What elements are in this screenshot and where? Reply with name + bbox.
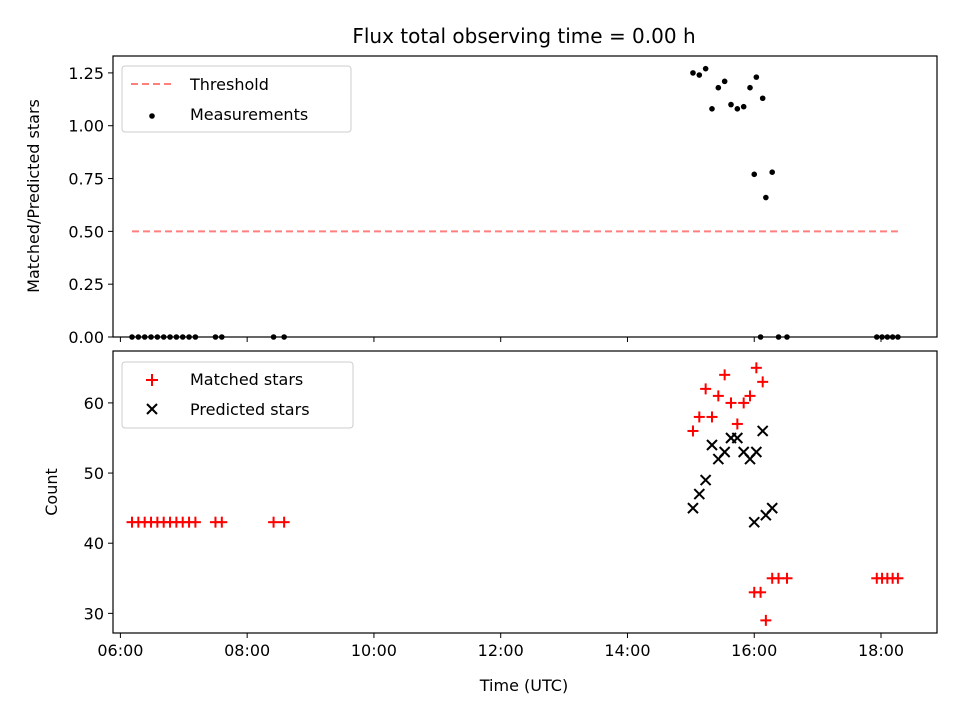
x-tick-label: 06:00 [97, 641, 143, 660]
matched-stars-marker [744, 390, 756, 402]
predicted-stars-marker [718, 446, 731, 458]
matched-stars-marker [750, 362, 762, 374]
legend-matched-label: Matched stars [190, 370, 303, 389]
matched-stars-marker [757, 376, 769, 388]
matched-stars-marker [700, 383, 712, 395]
predicted-stars-marker [766, 502, 778, 514]
y-tick-label: 40 [84, 534, 104, 553]
measurements-point [763, 194, 769, 201]
legend-predicted-label: Predicted stars [190, 400, 310, 419]
y-tick-label: 0.00 [68, 328, 104, 347]
x-tick-label: 14:00 [604, 641, 650, 660]
x-tick-label: 18:00 [858, 641, 904, 660]
legend-measurements-label: Measurements [190, 105, 308, 124]
matched-stars-marker [731, 418, 743, 430]
y-tick-label: 0.75 [68, 170, 104, 189]
matched-stars-marker [189, 516, 201, 528]
matched-stars-marker [760, 614, 772, 626]
y-tick-label: 60 [84, 394, 104, 413]
x-tick-label: 12:00 [478, 641, 524, 660]
matched-stars-marker [738, 397, 750, 409]
matched-stars-marker [706, 411, 718, 423]
measurements-point [769, 169, 775, 176]
count-axes: 06:00 08:00 10:00 12:00 14:00 16:00 18:00 30 40 5… [84, 394, 904, 660]
y-tick-label: 0.50 [68, 222, 104, 241]
measurements-point [690, 70, 696, 76]
x-tick-label: 10:00 [351, 641, 397, 660]
matched-stars-marker [687, 425, 699, 437]
predicted-stars-marker [750, 446, 763, 458]
count-panel: 06:00 08:00 10:00 12:00 14:00 16:00 18:00 30 40 5… [42, 350, 938, 695]
predicted-stars-marker [756, 425, 769, 437]
matched-stars-marker [755, 586, 767, 598]
predicted-stars-marker [706, 439, 718, 451]
measurements-point [751, 171, 758, 178]
matched-stars-marker [693, 411, 705, 423]
ratio-axes: 0.00 0.25 0.50 0.75 1.00 1.25 [68, 64, 882, 347]
measurements-point [709, 106, 715, 112]
y-tick-label: 50 [84, 464, 104, 483]
count-legend: Matched stars Predicted stars [121, 361, 354, 429]
matched-stars-marker [781, 572, 793, 584]
measurements-point [759, 95, 766, 102]
ratio-y-axis-label: Matched/Predicted stars [24, 99, 43, 293]
legend-predicted-swatch [146, 403, 158, 415]
ratio-panel: Flux total observing time = 0.00 h 0.000… [24, 24, 938, 347]
predicted-stars-marker [687, 502, 699, 514]
count-axes-frame [112, 350, 938, 634]
predicted-stars-marker [748, 516, 760, 528]
matched-stars-marker [719, 369, 731, 381]
measurements-point [728, 101, 734, 108]
x-tick-label: 08:00 [224, 641, 270, 660]
predicted-stars-marker [731, 432, 744, 444]
legend-measurements-swatch [149, 113, 155, 119]
y-tick-label: 30 [84, 604, 104, 623]
measurements-point [734, 106, 741, 112]
measurements-point [753, 74, 760, 80]
count-plot-area [126, 362, 904, 626]
count-legend-box [121, 361, 354, 429]
matched-stars-marker [892, 572, 904, 584]
ratio-legend: Threshold Measurements [121, 65, 352, 133]
legend-threshold-label: Threshold [189, 75, 269, 94]
matched-stars-marker [216, 516, 228, 528]
y-tick-label: 1.25 [68, 64, 104, 83]
chart-title: Flux total observing time = 0.00 h [352, 24, 695, 48]
matched-stars-marker [268, 516, 280, 528]
matched-stars-marker [712, 390, 724, 402]
measurements-point [702, 65, 709, 72]
matched-stars-marker [725, 397, 737, 409]
measurements-point [696, 72, 703, 78]
ratio-axes-frame [112, 55, 938, 338]
y-tick-label: 0.25 [68, 275, 104, 294]
predicted-stars-marker [699, 474, 712, 486]
y-tick-label: 1.00 [68, 117, 104, 136]
x-tick-label: 16:00 [731, 641, 777, 660]
x-axis-label: Time (UTC) [479, 676, 568, 695]
measurements-point [715, 84, 722, 91]
predicted-stars-marker [693, 488, 706, 500]
measurements-point [721, 78, 728, 85]
matched-stars-marker [278, 516, 290, 528]
measurements-point [747, 84, 753, 91]
ratio-legend-box [121, 65, 352, 133]
count-y-axis-label: Count [42, 468, 61, 516]
measurements-point [740, 103, 747, 110]
legend-matched-swatch [146, 374, 158, 386]
